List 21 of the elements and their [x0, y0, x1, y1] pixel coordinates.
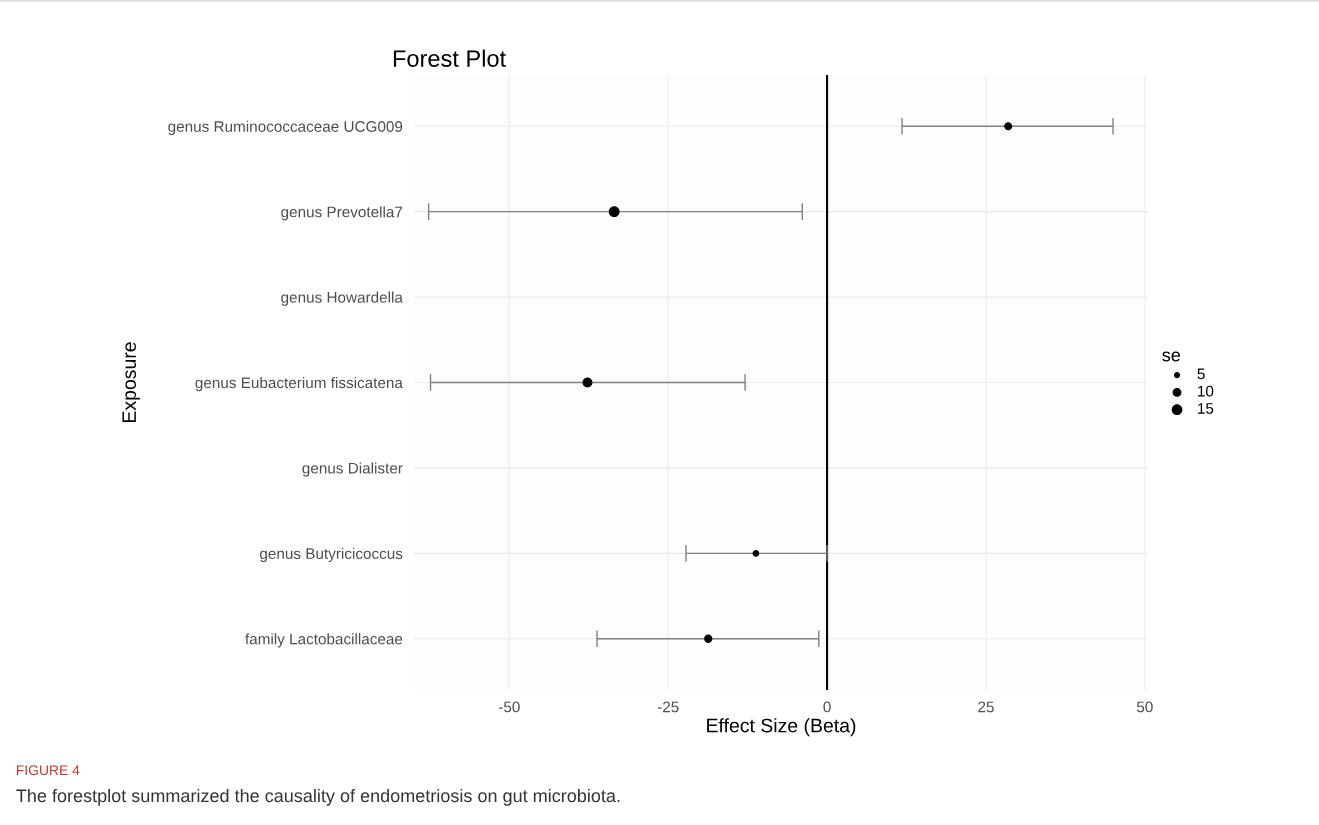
- x-tick-label: -50: [498, 701, 520, 713]
- y-tick-label: genus Eubacterium fissicatena: [195, 376, 403, 392]
- x-axis-title: Effect Size (Beta): [707, 718, 856, 737]
- y-tick-label: family Lactobacillaceae: [245, 633, 403, 648]
- y-tick-label: genus Butyricicoccus: [260, 547, 403, 563]
- y-axis-title: Exposure: [122, 342, 140, 422]
- caption: FIGURE 4: [16, 765, 80, 776]
- legend-label: 10: [1198, 385, 1214, 397]
- text: The forestplot summarized the causality of endometriosis on gut microbiota.: [16, 788, 620, 806]
- x-tick-label: 0: [823, 701, 831, 713]
- chart-title: Forest Plot: [393, 49, 506, 67]
- x-tick-label: 50: [1136, 701, 1153, 713]
- y-tick-label: genus Dialister: [302, 462, 403, 477]
- x-tick-label: -25: [657, 701, 679, 713]
- y-tick-label: genus Ruminococcaceae UCG009: [168, 120, 403, 135]
- y-tick-label: genus Howardella: [281, 291, 403, 306]
- legend-label: 5: [1197, 368, 1205, 380]
- legend-title: se: [1162, 351, 1181, 362]
- x-tick-label: 25: [978, 701, 994, 713]
- y-tick-label: genus Prevotella7: [281, 206, 403, 221]
- legend-label: 15: [1198, 403, 1214, 414]
